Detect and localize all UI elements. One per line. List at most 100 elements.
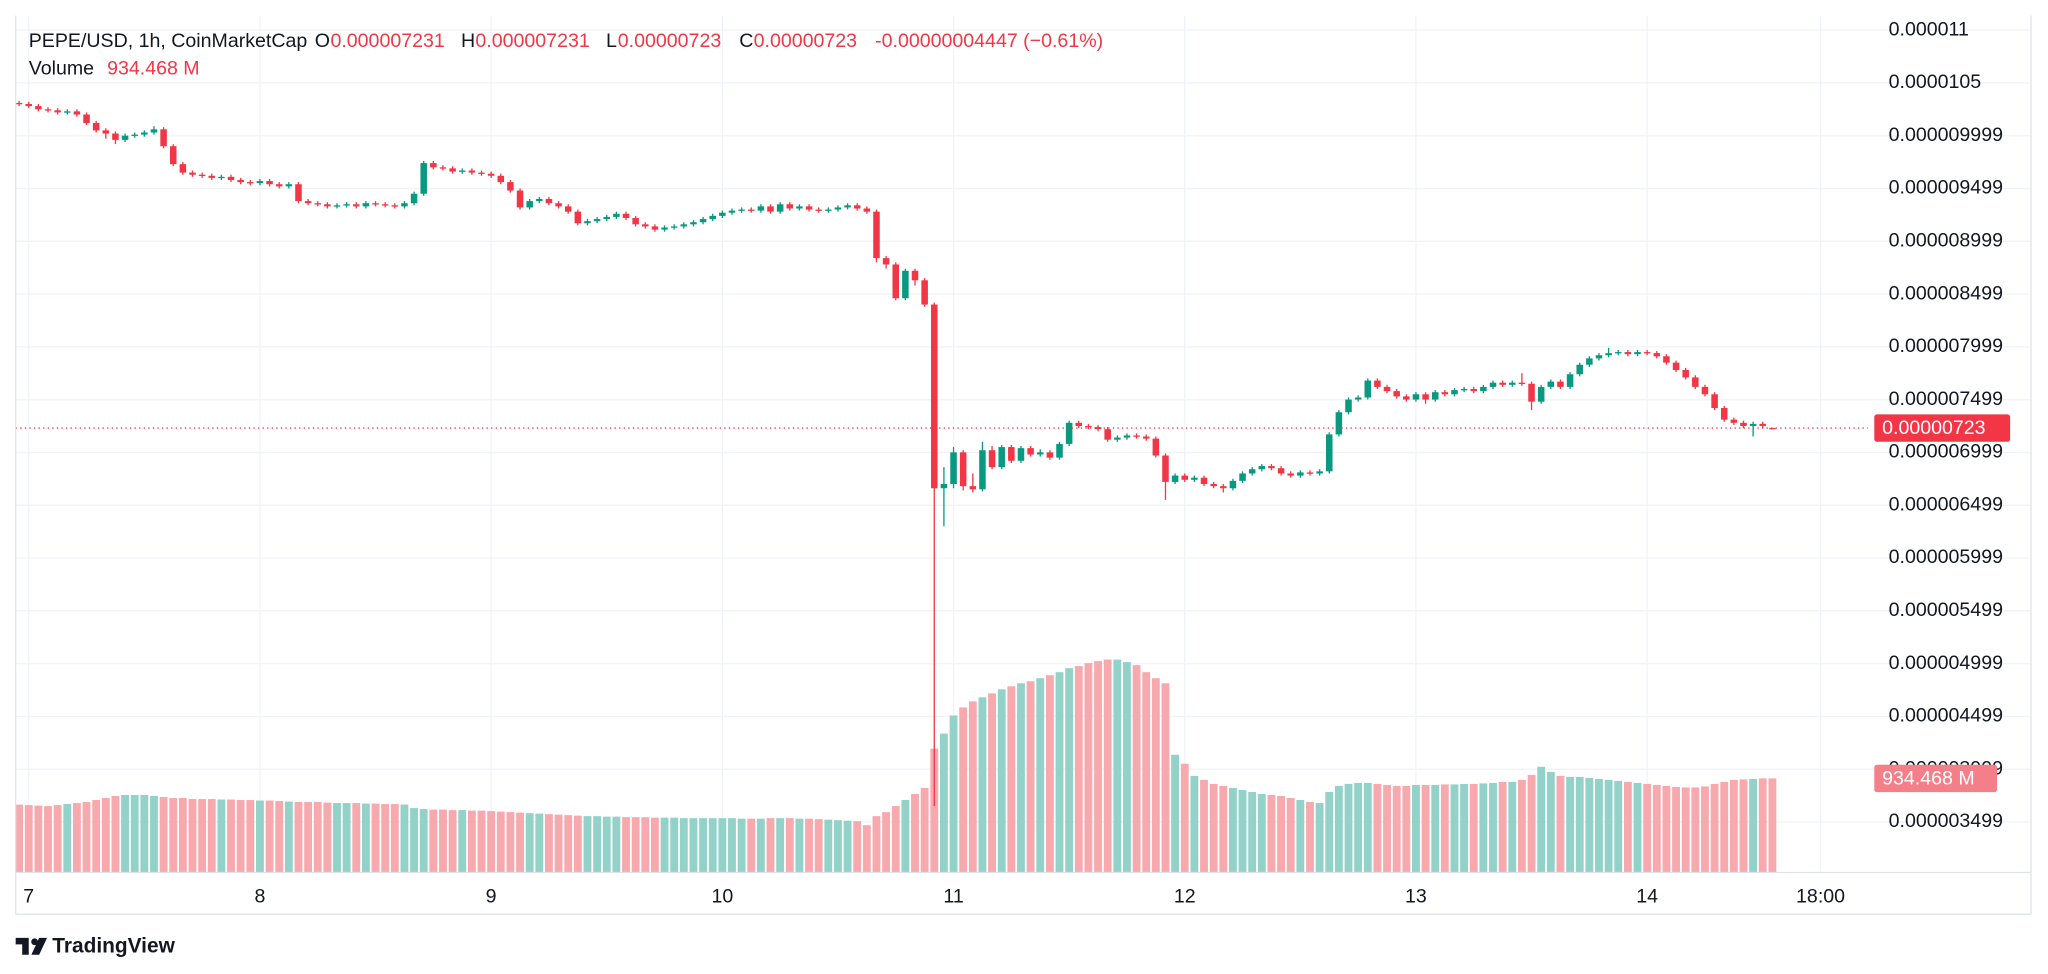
volume-bar bbox=[506, 812, 515, 873]
volume-bar bbox=[265, 800, 274, 873]
volume-bar bbox=[631, 817, 640, 873]
candle-body bbox=[1306, 472, 1314, 474]
volume-bar bbox=[968, 701, 977, 873]
candle-body bbox=[709, 215, 716, 220]
candle-body bbox=[1537, 386, 1545, 402]
volume-bar bbox=[785, 818, 794, 873]
volume-badge-text: 934.468 M bbox=[1882, 767, 1975, 789]
volume-bar bbox=[1113, 659, 1122, 873]
candle-body bbox=[1480, 386, 1487, 392]
open-value: 0.000007231 bbox=[330, 30, 444, 52]
candle-body bbox=[1489, 382, 1497, 387]
y-tick-label: 0.000007499 bbox=[1889, 388, 2003, 410]
volume-bar bbox=[34, 805, 43, 873]
candle-body bbox=[1653, 353, 1661, 357]
candle-body bbox=[1557, 381, 1564, 387]
candle-body bbox=[728, 210, 736, 213]
candle-body bbox=[786, 204, 794, 209]
candle-body bbox=[275, 184, 283, 187]
candle-body bbox=[1258, 466, 1266, 470]
volume-bar bbox=[1354, 782, 1363, 873]
x-tick-label: 13 bbox=[1405, 886, 1427, 908]
volume-bar bbox=[236, 800, 245, 873]
volume-bars bbox=[15, 659, 1777, 873]
candle-body bbox=[1624, 352, 1632, 355]
volume-bar bbox=[227, 799, 235, 873]
volume-bar bbox=[583, 816, 592, 873]
volume-bar bbox=[1209, 783, 1218, 873]
high-value: 0.000007231 bbox=[475, 30, 589, 52]
candle-body bbox=[834, 207, 842, 210]
candle-body bbox=[863, 208, 871, 212]
candle-body bbox=[719, 212, 726, 216]
volume-bar bbox=[487, 811, 496, 873]
candle-body bbox=[1682, 370, 1689, 378]
candle-body bbox=[613, 213, 620, 217]
volume-bar bbox=[901, 800, 910, 873]
candle-body bbox=[988, 450, 996, 468]
candle-body bbox=[141, 132, 148, 135]
volume-bar bbox=[930, 748, 939, 873]
volume-bar bbox=[1123, 662, 1131, 873]
volume-bar bbox=[256, 800, 264, 873]
volume-bar bbox=[1296, 800, 1305, 873]
volume-bar bbox=[400, 804, 409, 873]
candle-body bbox=[1412, 394, 1420, 400]
volume-bar bbox=[1084, 663, 1093, 873]
candle-body bbox=[478, 172, 485, 174]
candle-body bbox=[1191, 477, 1198, 480]
volume-bar bbox=[1171, 754, 1180, 873]
volume-bar bbox=[342, 803, 351, 873]
candle-body bbox=[1711, 394, 1718, 409]
candle-body bbox=[921, 280, 928, 305]
volume-bar bbox=[1508, 781, 1517, 873]
x-tick-label: 18:00 bbox=[1796, 886, 1845, 908]
candle-body bbox=[1094, 427, 1102, 430]
volume-bar bbox=[429, 809, 438, 873]
candle-body bbox=[198, 174, 206, 177]
volume-bar bbox=[1479, 783, 1488, 873]
volume-bar bbox=[718, 818, 727, 873]
volume-bar bbox=[198, 799, 207, 873]
volume-bar bbox=[1691, 787, 1700, 873]
volume-bar bbox=[1729, 779, 1738, 873]
volume-bar bbox=[872, 816, 881, 873]
y-tick-label: 0.000005999 bbox=[1889, 546, 2003, 568]
candle-body bbox=[227, 176, 235, 180]
volume-bar bbox=[1334, 785, 1343, 873]
candle-body bbox=[381, 204, 389, 206]
candle-body bbox=[372, 203, 379, 205]
volume-bar bbox=[294, 802, 303, 873]
volume-bar bbox=[1710, 783, 1719, 873]
volume-bar bbox=[573, 815, 582, 873]
volume-bar bbox=[1739, 779, 1748, 873]
candle-body bbox=[266, 181, 273, 185]
candle-body bbox=[1123, 435, 1131, 438]
volume-bar bbox=[1065, 668, 1074, 873]
volume-bar bbox=[313, 802, 322, 873]
y-tick-label: 0.000008999 bbox=[1889, 229, 2003, 251]
logo-mark bbox=[15, 937, 48, 955]
volume-bar bbox=[891, 806, 900, 873]
candle-body bbox=[102, 130, 110, 134]
volume-bar bbox=[1402, 785, 1411, 873]
volume-bar bbox=[525, 813, 534, 873]
volume-bar bbox=[82, 802, 91, 873]
watermark: TradingView bbox=[15, 934, 176, 957]
candle-body bbox=[1605, 353, 1612, 356]
volume-bar bbox=[207, 799, 216, 873]
candle-body bbox=[902, 270, 909, 299]
volume-bar bbox=[1566, 776, 1575, 873]
volume-bar bbox=[323, 802, 332, 873]
volume-bar bbox=[766, 818, 775, 873]
candle-body bbox=[1451, 390, 1458, 395]
volume-bar bbox=[410, 808, 418, 873]
candle-body bbox=[1065, 422, 1073, 444]
candle-body bbox=[699, 219, 707, 223]
volume-bar bbox=[1383, 784, 1391, 873]
volume-bar bbox=[824, 819, 833, 873]
volume-bar bbox=[679, 818, 688, 873]
candle-body bbox=[189, 172, 196, 175]
candle-body bbox=[796, 206, 803, 209]
volume-bar bbox=[111, 796, 120, 873]
